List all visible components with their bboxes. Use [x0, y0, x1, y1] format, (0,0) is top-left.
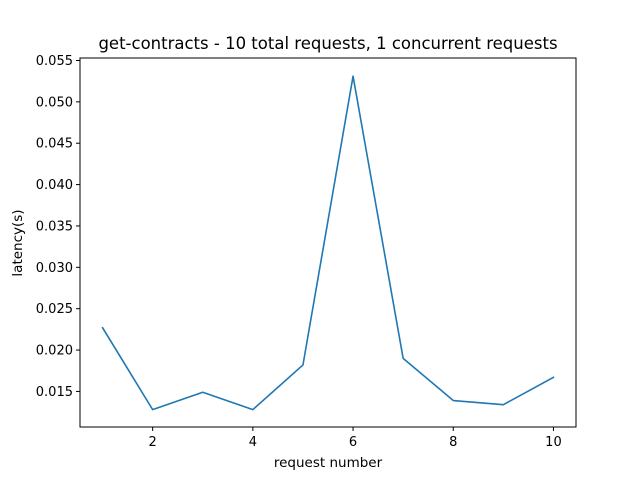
series-line	[101, 75, 555, 411]
x-axis-ticks: 2 4 6 8 10	[149, 427, 562, 450]
x-tick-label: 4	[249, 435, 257, 450]
x-tick-label: 10	[545, 435, 562, 450]
y-tick-label: 0.050	[36, 95, 73, 110]
x-tick-label: 6	[349, 435, 357, 450]
x-axis-label: request number	[274, 455, 383, 471]
y-tick-label: 0.045	[36, 137, 73, 152]
chart-title: get-contracts - 10 total requests, 1 con…	[98, 34, 557, 53]
y-tick-label: 0.020	[36, 344, 73, 359]
y-tick-label: 0.040	[36, 178, 73, 193]
y-tick-label: 0.035	[36, 219, 73, 234]
y-axis-label: latency(s)	[10, 209, 26, 276]
x-tick-label: 2	[149, 435, 157, 450]
x-tick-label: 8	[449, 435, 457, 450]
y-tick-label: 0.025	[36, 302, 73, 317]
y-tick-label: 0.055	[36, 54, 73, 69]
y-tick-label: 0.030	[36, 261, 73, 276]
y-tick-label: 0.015	[36, 385, 73, 400]
plot-area	[101, 75, 555, 411]
axes-frame	[79, 57, 577, 428]
y-axis-ticks: 0.015 0.020 0.025 0.030 0.035 0.040 0.045 0.050…	[36, 54, 80, 400]
